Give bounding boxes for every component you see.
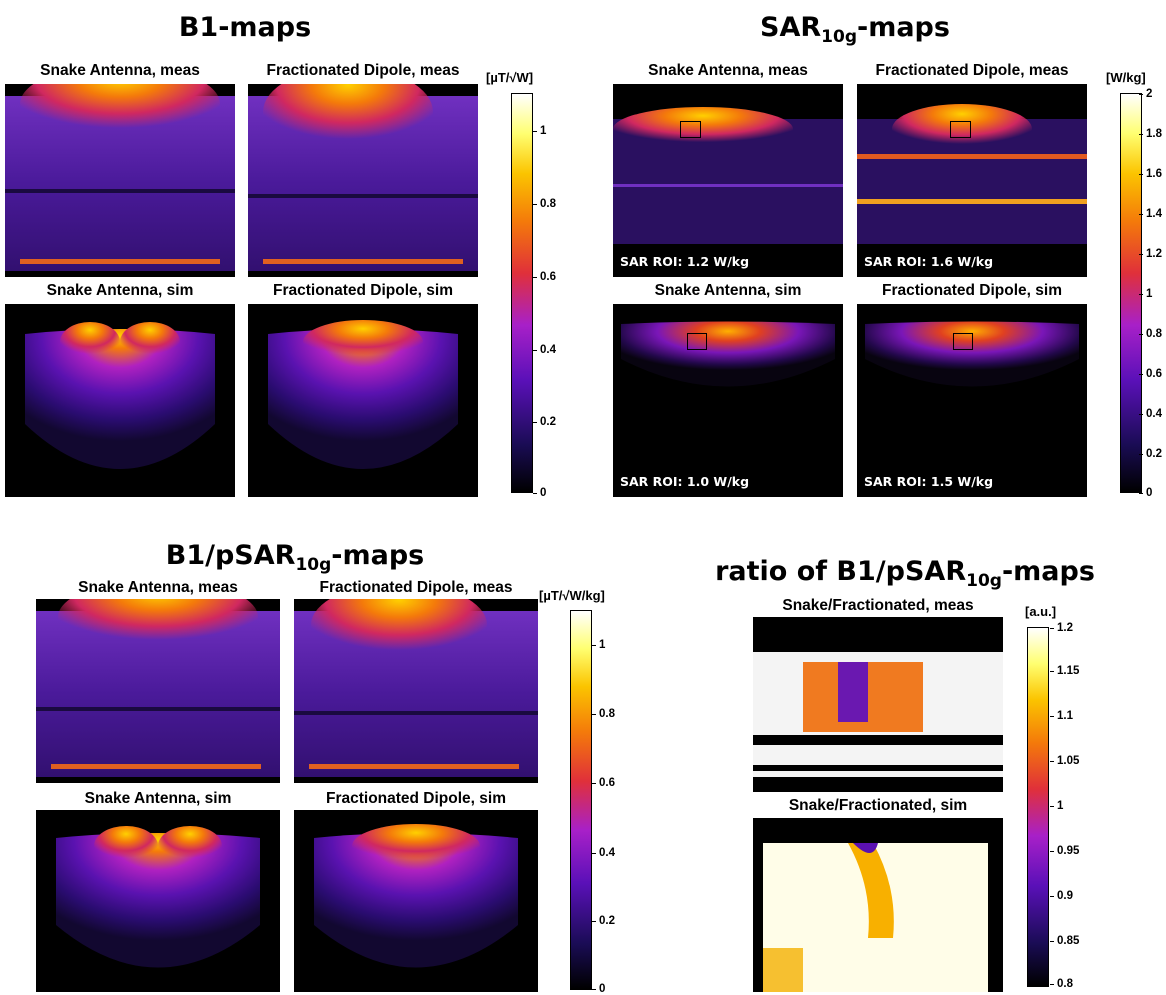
sar-tick-2: 2 — [1138, 88, 1153, 100]
b1psar-label-snake-sim: Snake Antenna, sim — [84, 790, 232, 807]
sar-colorbar — [1120, 93, 1142, 493]
sar-tick-0.8: 0.8 — [1139, 328, 1162, 340]
sar-tick-1.8: 1.8 — [1139, 128, 1162, 140]
b1-label-dipole-meas: Fractionated Dipole, meas — [266, 62, 460, 79]
sar-label-snake-meas: Snake Antenna, meas — [648, 62, 808, 79]
b1psar-tick-0.6: 0.6 — [592, 777, 615, 789]
b1-tick-0: 0 — [532, 487, 547, 499]
sar-tick-1.2: 1.2 — [1139, 248, 1162, 260]
b1-colorbar-unit: [µT/√W] — [486, 70, 534, 85]
sar-roi-dipole-meas: SAR ROI: 1.6 W/kg — [864, 254, 994, 269]
b1-label-snake-sim: Snake Antenna, sim — [46, 282, 194, 299]
b1psar-map-dipole-sim — [294, 810, 538, 992]
ratio-tick-0.95: 0.95 — [1049, 845, 1080, 857]
b1-label-snake-meas: Snake Antenna, meas — [40, 62, 200, 79]
b1psar-map-snake-meas — [36, 599, 280, 783]
sar-roi-snake-meas: SAR ROI: 1.2 W/kg — [620, 254, 750, 269]
ratio-tick-1.2: 1.2 — [1050, 622, 1073, 634]
b1psar-colorbar-unit: [µT/√W/kg] — [539, 588, 605, 603]
b1-title: B1-maps — [178, 12, 312, 43]
b1-tick-1: 1 — [532, 125, 547, 137]
b1-label-dipole-sim: Fractionated Dipole, sim — [272, 282, 453, 299]
b1psar-tick-1: 1 — [591, 639, 606, 651]
sar-roi-box-snake-meas — [680, 121, 701, 138]
ratio-colorbar-unit: [a.u.] — [1025, 604, 1057, 619]
sar-label-dipole-sim: Fractionated Dipole, sim — [881, 282, 1062, 299]
ratio-tick-0.85: 0.85 — [1049, 935, 1080, 947]
sar-roi-box-snake-sim — [687, 333, 707, 350]
sar-tick-0.6: 0.6 — [1139, 368, 1162, 380]
ratio-map-sim — [753, 818, 1003, 992]
b1-colorbar — [511, 93, 533, 493]
sar-tick-0.2: 0.2 — [1139, 448, 1162, 460]
b1-tick-0.8: 0.8 — [533, 198, 556, 210]
ratio-title: ratio of B1/pSAR10g-maps — [715, 556, 1095, 591]
ratio-tick-1: 1 — [1049, 800, 1064, 812]
b1psar-label-snake-meas: Snake Antenna, meas — [78, 579, 238, 596]
ratio-colorbar — [1027, 627, 1049, 987]
b1psar-label-dipole-sim: Fractionated Dipole, sim — [325, 790, 506, 807]
b1psar-tick-0.2: 0.2 — [592, 915, 615, 927]
b1psar-title: B1/pSAR10g-maps — [165, 540, 425, 575]
b1-tick-0.4: 0.4 — [533, 344, 556, 356]
sar-tick-1.4: 1.4 — [1139, 208, 1162, 220]
sar-tick-0.4: 0.4 — [1139, 408, 1162, 420]
sar-map-snake-meas: SAR ROI: 1.2 W/kg — [613, 84, 843, 277]
b1psar-tick-0.4: 0.4 — [592, 847, 615, 859]
ratio-map-meas — [753, 617, 1003, 792]
b1psar-tick-0.8: 0.8 — [592, 708, 615, 720]
b1psar-map-dipole-meas — [294, 599, 538, 783]
sar-map-snake-sim: SAR ROI: 1.0 W/kg — [613, 304, 843, 497]
b1psar-colorbar — [570, 610, 592, 990]
b1psar-map-snake-sim — [36, 810, 280, 992]
b1-map-snake-meas — [5, 84, 235, 277]
ratio-tick-1.15: 1.15 — [1049, 665, 1080, 677]
ratio-label-meas: Snake/Fractionated, meas — [782, 597, 974, 614]
sar-roi-snake-sim: SAR ROI: 1.0 W/kg — [620, 474, 750, 489]
sar-roi-box-dipole-meas — [950, 121, 971, 138]
sar-roi-dipole-sim: SAR ROI: 1.5 W/kg — [864, 474, 994, 489]
sar-map-dipole-sim: SAR ROI: 1.5 W/kg — [857, 304, 1087, 497]
sar-label-snake-sim: Snake Antenna, sim — [654, 282, 802, 299]
sar-title: SAR10g-maps — [760, 12, 950, 47]
b1-map-dipole-sim — [248, 304, 478, 497]
sar-map-dipole-meas: SAR ROI: 1.6 W/kg — [857, 84, 1087, 277]
sar-roi-box-dipole-sim — [953, 333, 973, 350]
b1-map-dipole-meas — [248, 84, 478, 277]
ratio-label-sim: Snake/Fractionated, sim — [788, 797, 968, 814]
sar-tick-1: 1 — [1138, 288, 1153, 300]
b1psar-tick-0: 0 — [591, 983, 606, 995]
ratio-tick-1.05: 1.05 — [1049, 755, 1080, 767]
ratio-tick-0.9: 0.9 — [1050, 890, 1073, 902]
ratio-tick-0.8: 0.8 — [1050, 978, 1073, 990]
b1psar-label-dipole-meas: Fractionated Dipole, meas — [319, 579, 513, 596]
ratio-tick-1.1: 1.1 — [1050, 710, 1073, 722]
b1-tick-0.2: 0.2 — [533, 416, 556, 428]
b1-tick-0.6: 0.6 — [533, 271, 556, 283]
sar-tick-0: 0 — [1138, 487, 1153, 499]
sar-colorbar-unit: [W/kg] — [1106, 70, 1146, 85]
sar-tick-1.6: 1.6 — [1139, 168, 1162, 180]
sar-label-dipole-meas: Fractionated Dipole, meas — [875, 62, 1069, 79]
b1-map-snake-sim — [5, 304, 235, 497]
